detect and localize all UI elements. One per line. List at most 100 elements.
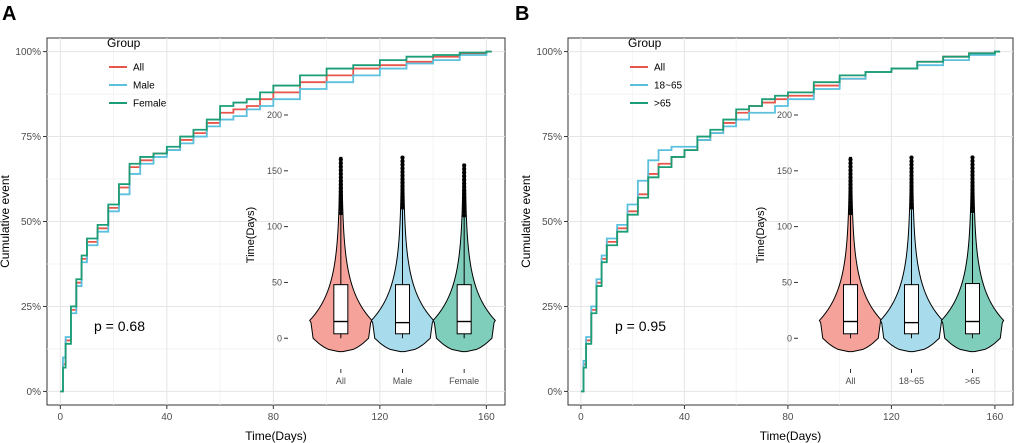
y-tick-label: 75% (542, 132, 562, 143)
x-tick-label: 80 (782, 412, 794, 423)
outlier-point (338, 200, 343, 205)
outlier-point (970, 180, 975, 185)
outlier-point (970, 162, 975, 167)
inset-violin-chart: 0 50 100 150 200 Time(Days) All Male Female (245, 110, 496, 386)
outlier-point (909, 187, 914, 192)
outlier-point (338, 211, 343, 216)
series-line->65 (580, 50, 1001, 393)
outlier-point (848, 189, 853, 194)
inset-y-axis-title: Time(Days) (755, 207, 767, 263)
outlier-point (338, 186, 343, 191)
outlier-point (462, 184, 467, 189)
outlier-point (848, 168, 853, 173)
outlier-point (848, 196, 853, 202)
outlier-point (909, 162, 914, 167)
outlier-point (400, 173, 405, 178)
y-tick-label: 75% (21, 132, 41, 143)
outlier-point (848, 175, 853, 180)
outlier-point (909, 159, 914, 164)
outlier-point (400, 176, 405, 182)
y-tick-label: 50% (542, 217, 562, 228)
outlier-point (848, 182, 853, 187)
panel-label: B (515, 3, 529, 25)
inset-y-tick-label: 0 (787, 333, 792, 343)
inset-x-label-18~65: 18~65 (899, 376, 924, 386)
outlier-point (462, 181, 467, 186)
outlier-point (909, 201, 914, 207)
y-tick-label: 50% (21, 217, 41, 228)
outlier-point (400, 180, 405, 185)
outlier-point (909, 194, 914, 200)
y-axis-title: Cumulative event (0, 174, 12, 267)
x-tick-label: 0 (58, 412, 64, 423)
outlier-point (970, 166, 975, 171)
outlier-point (462, 199, 467, 204)
outlier-point (848, 193, 853, 198)
outlier-point (338, 178, 343, 184)
x-tick-label: 80 (268, 412, 280, 423)
inset-y-tick-label: 50 (272, 277, 282, 287)
outlier-point (462, 195, 467, 200)
outlier-point (400, 191, 405, 196)
inset-y-tick-label: 50 (782, 277, 792, 287)
outlier-point (848, 178, 853, 184)
x-tick-label: 40 (161, 412, 173, 423)
box->65 (965, 283, 980, 335)
inset-y-tick-label: 150 (777, 166, 792, 176)
p-value: p = 0.68 (94, 318, 145, 334)
box-Female (456, 284, 472, 335)
panel-A: A 0 40 80 120 160 0% 25% 50% 75% 100% Time(Days) Cum… (0, 3, 506, 443)
outlier-point (338, 164, 343, 169)
y-tick-label: 0% (27, 387, 42, 398)
outlier-point (848, 171, 853, 177)
series-line-Female (60, 50, 492, 393)
outlier-point (338, 203, 343, 209)
outlier-point (462, 191, 467, 197)
outlier-point (462, 166, 467, 172)
legend-label-Female: Female (133, 99, 167, 110)
outlier-point (462, 209, 467, 214)
outlier-point (848, 203, 853, 209)
p-value: p = 0.95 (615, 318, 666, 334)
y-tick-label: 0% (548, 387, 563, 398)
outlier-point (970, 158, 975, 164)
outlier-point (970, 205, 975, 210)
outlier-point (462, 177, 467, 182)
panel-label: A (2, 3, 16, 25)
outlier-point (462, 213, 467, 218)
outlier-point (970, 198, 975, 203)
y-axis-title: Cumulative event (519, 174, 533, 267)
outlier-point (848, 157, 853, 162)
inset-x-label-Female: Female (449, 376, 479, 386)
outlier-point (338, 196, 343, 202)
inset-y-tick-label: 0 (277, 333, 282, 343)
outlier-point (970, 173, 975, 178)
box-18~65 (904, 284, 919, 335)
y-tick-label: 100% (15, 47, 41, 58)
legend-label-All: All (654, 63, 665, 74)
inset-y-tick-label: 100 (267, 222, 282, 232)
outlier-point (909, 166, 914, 171)
panel-B: B 0 40 80 120 160 0% 25% 50% 75% 100% Time(Days) Cum… (515, 3, 1014, 443)
outlier-point (400, 155, 405, 160)
outlier-point (848, 161, 853, 166)
outlier-point (338, 189, 343, 194)
outlier-point (400, 159, 405, 164)
outlier-point (909, 205, 914, 210)
y-tick-label: 25% (21, 302, 41, 313)
box-All (843, 284, 858, 335)
outlier-point (462, 206, 467, 211)
x-tick-label: 160 (478, 412, 495, 423)
outlier-point (970, 169, 975, 174)
x-tick-label: 120 (372, 412, 389, 423)
inset-y-axis-title: Time(Days) (245, 207, 257, 263)
legend-label-All: All (133, 63, 144, 74)
legend-label-Male: Male (133, 81, 155, 92)
x-axis-title: Time(Days) (245, 429, 307, 443)
inset-x-label-All: All (845, 376, 855, 386)
legend-title: Group (628, 36, 662, 50)
outlier-point (970, 187, 975, 192)
outlier-point (909, 180, 914, 185)
outlier-point (462, 188, 467, 193)
